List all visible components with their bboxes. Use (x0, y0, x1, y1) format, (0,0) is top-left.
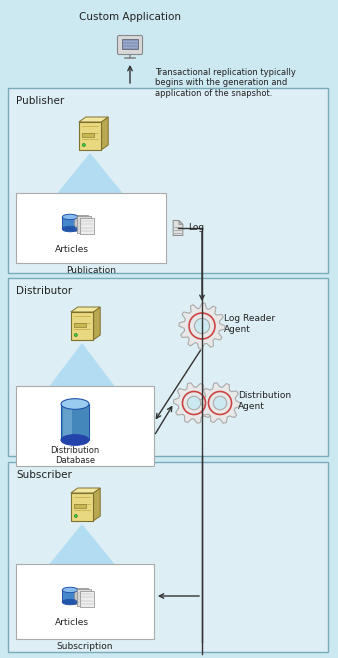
FancyBboxPatch shape (82, 133, 94, 137)
Polygon shape (49, 343, 115, 386)
FancyBboxPatch shape (71, 312, 93, 340)
Polygon shape (79, 117, 108, 122)
Text: Subscriber: Subscriber (16, 470, 72, 480)
FancyBboxPatch shape (118, 36, 143, 55)
FancyBboxPatch shape (80, 591, 94, 607)
FancyBboxPatch shape (16, 193, 166, 263)
Polygon shape (71, 307, 100, 312)
Circle shape (194, 318, 210, 334)
Text: Log: Log (188, 224, 204, 232)
Polygon shape (179, 303, 225, 349)
Polygon shape (93, 307, 100, 340)
Polygon shape (173, 383, 215, 423)
Text: Publisher: Publisher (16, 96, 64, 106)
FancyBboxPatch shape (61, 404, 89, 440)
Circle shape (82, 143, 85, 147)
Text: Articles: Articles (55, 245, 89, 254)
Polygon shape (49, 524, 115, 564)
FancyBboxPatch shape (62, 590, 78, 602)
FancyBboxPatch shape (74, 215, 88, 231)
Text: Articles: Articles (55, 618, 89, 627)
Ellipse shape (62, 599, 78, 605)
Ellipse shape (62, 226, 78, 232)
Circle shape (74, 515, 77, 517)
FancyBboxPatch shape (8, 462, 328, 652)
Polygon shape (199, 383, 241, 423)
FancyBboxPatch shape (63, 404, 72, 440)
Text: Distributor: Distributor (16, 286, 72, 296)
Polygon shape (71, 488, 100, 493)
FancyBboxPatch shape (16, 564, 154, 639)
FancyBboxPatch shape (74, 588, 88, 604)
Ellipse shape (61, 435, 89, 445)
FancyBboxPatch shape (71, 493, 93, 521)
Circle shape (213, 396, 227, 410)
FancyBboxPatch shape (8, 88, 328, 273)
Circle shape (187, 396, 201, 410)
Polygon shape (173, 220, 183, 236)
FancyBboxPatch shape (122, 39, 138, 49)
Text: Subscription: Subscription (57, 642, 113, 651)
Ellipse shape (62, 587, 78, 593)
Circle shape (74, 334, 77, 336)
FancyBboxPatch shape (16, 386, 154, 466)
Polygon shape (101, 117, 108, 150)
FancyBboxPatch shape (8, 278, 328, 456)
FancyBboxPatch shape (62, 217, 78, 229)
Polygon shape (179, 220, 183, 224)
Ellipse shape (62, 215, 78, 220)
Polygon shape (93, 488, 100, 521)
FancyBboxPatch shape (74, 504, 86, 508)
Text: Distribution
Agent: Distribution Agent (238, 392, 291, 411)
FancyBboxPatch shape (77, 590, 91, 606)
FancyBboxPatch shape (74, 323, 86, 327)
Polygon shape (57, 153, 122, 193)
Text: Log Reader
Agent: Log Reader Agent (224, 315, 275, 334)
FancyBboxPatch shape (77, 216, 91, 233)
Ellipse shape (61, 399, 89, 409)
Text: Custom Application: Custom Application (79, 12, 181, 22)
Text: Transactional replication typically
begins with the generation and
application o: Transactional replication typically begi… (155, 68, 296, 98)
Text: Publication: Publication (66, 266, 116, 275)
FancyBboxPatch shape (79, 122, 101, 150)
FancyBboxPatch shape (80, 218, 94, 234)
Text: Distribution
Database: Distribution Database (50, 446, 100, 465)
